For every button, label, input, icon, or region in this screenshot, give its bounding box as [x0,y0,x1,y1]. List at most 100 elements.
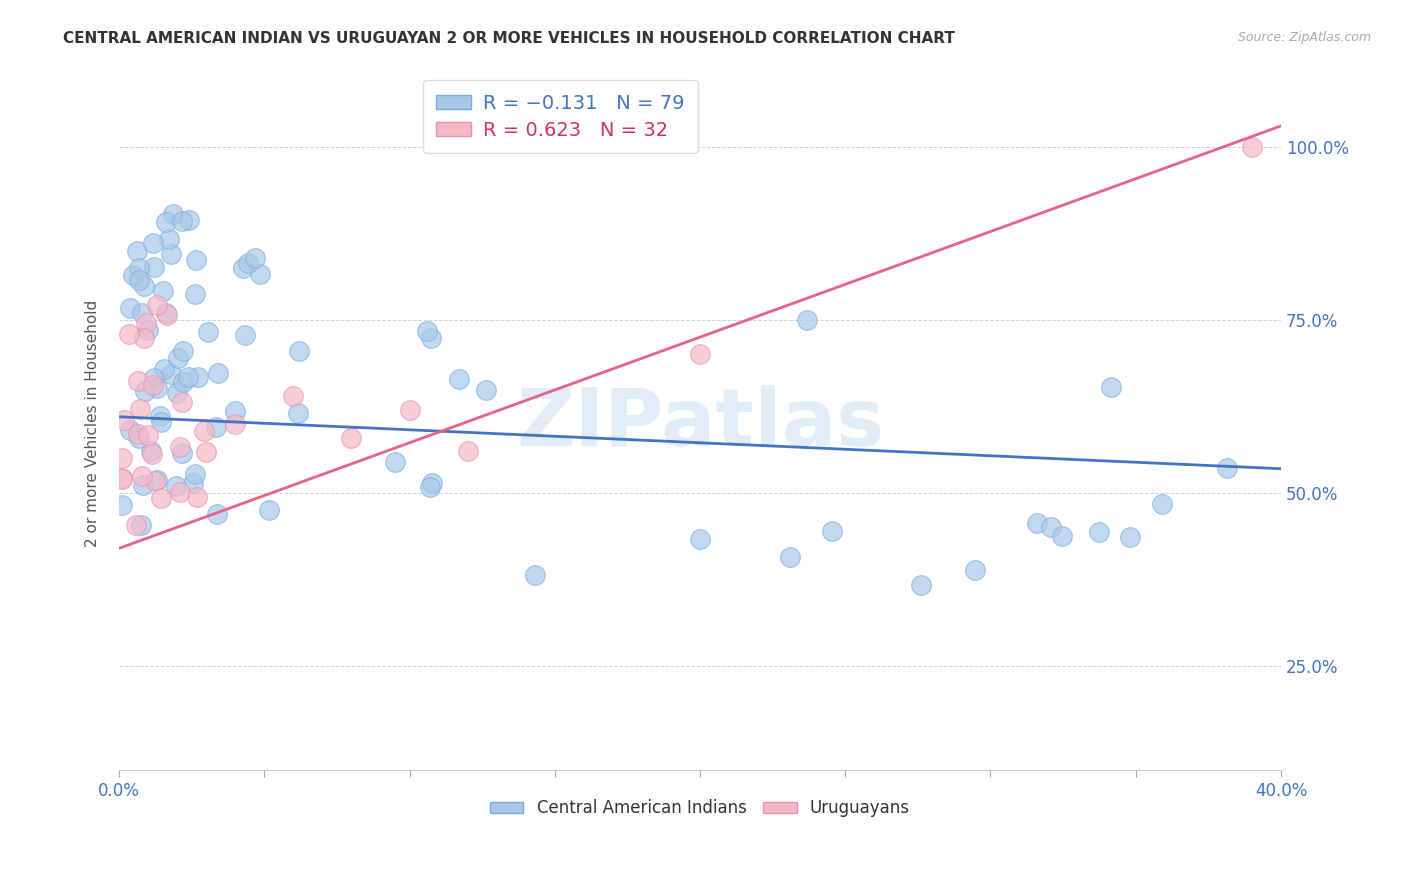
Point [136,428,159,442]
Point [963,564,986,578]
Point [128,431,150,445]
Point [146,381,169,395]
Point [145,473,167,487]
Point [821,524,844,538]
Point [204,420,226,434]
Point [139,444,162,458]
Point [186,370,208,384]
Point [177,369,200,384]
Point [128,273,150,287]
Point [160,367,183,381]
Point [149,415,172,429]
Point [420,331,443,345]
Point [1240,139,1263,153]
Point [142,378,165,392]
Point [287,406,309,420]
Point [129,518,152,533]
Point [142,235,165,250]
Point [779,550,801,565]
Point [167,351,190,365]
Point [207,366,229,380]
Point [205,508,228,522]
Legend: Central American Indians, Uruguayans: Central American Indians, Uruguayans [484,793,917,824]
Point [165,479,187,493]
Point [169,440,191,454]
Point [232,261,254,276]
Point [149,409,172,423]
Point [153,362,176,376]
Point [524,568,547,582]
Point [796,313,818,327]
Point [157,232,180,246]
Point [111,471,134,485]
Point [149,491,172,505]
Point [384,455,406,469]
Point [145,298,167,312]
Point [197,326,219,340]
Point [111,451,134,466]
Point [172,375,194,389]
Point [142,260,165,274]
Point [138,323,160,337]
Point [128,261,150,276]
Point [160,246,183,260]
Point [111,498,134,512]
Point [288,344,311,359]
Point [172,344,194,359]
Point [120,423,142,437]
Point [112,413,135,427]
Point [118,301,141,315]
Point [1216,460,1239,475]
Point [172,445,194,459]
Point [183,287,205,301]
Point [1152,497,1174,511]
Point [457,444,479,458]
Point [224,404,246,418]
Point [1088,524,1111,539]
Point [194,444,217,458]
Point [143,475,166,489]
Point [474,384,496,398]
Point [689,347,711,361]
Point [259,502,281,516]
Point [243,251,266,265]
Point [398,402,420,417]
Point [1050,529,1073,543]
Point [1119,530,1142,544]
Point [155,306,177,320]
Point [233,327,256,342]
Point [340,431,363,445]
Point [172,395,194,409]
Point [127,427,149,442]
Point [132,279,155,293]
Point [125,244,148,259]
Point [184,467,207,481]
Point [177,213,200,227]
Point [419,479,441,493]
Point [416,324,439,338]
Point [162,206,184,220]
Point [152,284,174,298]
Point [118,326,141,341]
Point [186,490,208,504]
Point [132,330,155,344]
Text: Source: ZipAtlas.com: Source: ZipAtlas.com [1237,31,1371,45]
Point [1040,520,1063,534]
Y-axis label: 2 or more Vehicles in Household: 2 or more Vehicles in Household [86,300,100,548]
Point [170,214,193,228]
Point [184,253,207,268]
Point [249,268,271,282]
Point [131,468,153,483]
Point [183,476,205,491]
Point [135,316,157,330]
Point [141,447,163,461]
Point [129,402,152,417]
Point [169,485,191,500]
Point [111,472,134,486]
Point [155,215,177,229]
Point [224,417,246,431]
Text: CENTRAL AMERICAN INDIAN VS URUGUAYAN 2 OR MORE VEHICLES IN HOUSEHOLD CORRELATION: CENTRAL AMERICAN INDIAN VS URUGUAYAN 2 O… [63,31,955,46]
Point [238,256,260,270]
Point [132,478,155,492]
Point [134,384,156,398]
